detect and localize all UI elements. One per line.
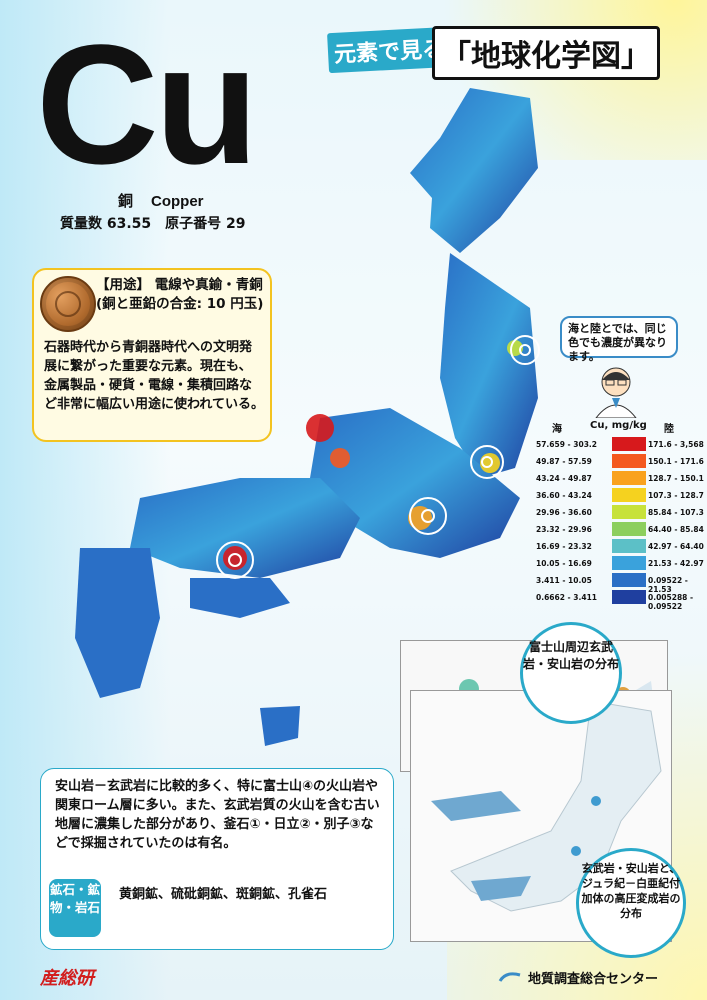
concentration-legend: 海 Cu, mg/kg 陸 57.659 - 303.2 171.6 - 3,56…: [536, 420, 704, 611]
legend-row: 36.60 - 43.24 107.3 - 128.7: [536, 487, 704, 504]
legend-swatch: [612, 505, 646, 519]
legend-swatch: [612, 437, 646, 451]
legend-land-range: 150.1 - 171.6: [648, 457, 704, 466]
map-tohoku: [440, 253, 538, 478]
legend-swatch: [612, 471, 646, 485]
ore-tag: 鉱石・鉱物・岩石: [49, 879, 101, 937]
map-hotspot: [306, 414, 334, 442]
legend-swatch: [612, 488, 646, 502]
map-hokkaido: [410, 88, 538, 253]
legend-sea-range: 3.411 - 10.05: [536, 576, 592, 585]
geology-note-panel: 安山岩－玄武岩に比較的多く、特に富士山④の火山岩や関東ローム層に多い。また、玄武…: [40, 768, 394, 950]
element-name: 銅 Copper: [118, 190, 204, 211]
legend-swatch: [612, 573, 646, 587]
legend-land-range: 64.40 - 85.84: [648, 525, 704, 534]
legend-land-range: 0.09522 - 21.53: [648, 576, 688, 594]
gsj-logo: 地質調査総合センター: [498, 968, 658, 987]
legend-swatch: [612, 454, 646, 468]
legend-land-range: 85.84 - 107.3: [648, 508, 704, 517]
legend-row: 29.96 - 36.60 85.84 - 107.3: [536, 504, 704, 521]
mass-number: 質量数 63.55: [60, 216, 152, 232]
map-chubu: [310, 408, 520, 558]
target-marker: [409, 497, 447, 535]
legend-row: 49.87 - 57.59 150.1 - 171.6: [536, 453, 704, 470]
legend-row: 16.69 - 23.32 42.97 - 64.40: [536, 538, 704, 555]
legend-land-range: 42.97 - 64.40: [648, 542, 704, 551]
map-west: [130, 478, 360, 578]
map-kyushu: [75, 548, 160, 698]
legend-sea-range: 16.69 - 23.32: [536, 542, 592, 551]
map-hotspot: [223, 546, 247, 570]
legend-unit-label: Cu, mg/kg: [590, 420, 647, 431]
legend-land-range: 21.53 - 42.97: [648, 559, 704, 568]
legend-row: 0.6662 - 3.411 0.005288 - 0.09522: [536, 589, 693, 611]
basalt-callout: 玄武岩・安山岩と、ジュラ紀－白亜紀付加体の高圧変成岩の分布: [576, 848, 686, 958]
map-hotspot: [408, 506, 432, 530]
geology-note-text: 安山岩－玄武岩に比較的多く、特に富士山④の火山岩や関東ローム層に多い。また、玄武…: [55, 779, 380, 851]
target-marker: [470, 445, 504, 479]
target-marker: [216, 541, 254, 579]
speech-bubble: 海と陸とでは、同じ色でも濃度が異なります。: [560, 316, 678, 363]
legend-swatch: [612, 539, 646, 553]
element-name-en: Copper: [151, 193, 204, 210]
legend-sea-range: 10.05 - 16.69: [536, 559, 592, 568]
legend-sea-range: 49.87 - 57.59: [536, 457, 592, 466]
legend-sea-label: 海: [552, 424, 562, 435]
aist-logo: 産総研: [40, 968, 94, 989]
legend-land-range: 0.005288 - 0.09522: [648, 593, 694, 611]
legend-sea-range: 36.60 - 43.24: [536, 491, 592, 500]
usage-body: 石器時代から青銅器時代への文明発展に繋がった重要な元素。現在も、金属製品・硬貨・…: [44, 340, 264, 412]
legend-header: 海 Cu, mg/kg 陸: [536, 420, 686, 436]
legend-row: 43.24 - 49.87 128.7 - 150.1: [536, 470, 704, 487]
element-meta: 質量数 63.55 原子番号 29: [60, 213, 260, 233]
title-main: 「地球化学図」: [432, 26, 660, 80]
poster-title: 元素で見る 「地球化学図」: [327, 22, 674, 80]
target-marker: [510, 335, 540, 365]
legend-row: 3.411 - 10.05 0.09522 - 21.53: [536, 572, 688, 594]
legend-swatch: [612, 556, 646, 570]
legend-row: 23.32 - 29.96 64.40 - 85.84: [536, 521, 704, 538]
legend-sea-range: 43.24 - 49.87: [536, 474, 592, 483]
map-islands: [260, 706, 300, 746]
scientist-avatar-icon: [595, 367, 637, 418]
atomic-number: 原子番号 29: [165, 216, 246, 232]
legend-swatch: [612, 590, 646, 604]
legend-land-range: 171.6 - 3,568: [648, 440, 704, 449]
map-shikoku: [190, 578, 290, 618]
ore-list: 黄銅鉱、硫砒銅鉱、斑銅鉱、孔雀石: [119, 887, 328, 902]
legend-sea-range: 0.6662 - 3.411: [536, 593, 597, 602]
legend-row: 10.05 - 16.69 21.53 - 42.97: [536, 555, 704, 572]
gsj-icon: [498, 972, 521, 982]
fuji-callout: 富士山周辺玄武岩・安山岩の分布: [520, 622, 622, 724]
map-hotspot: [330, 448, 350, 468]
coin-icon: [40, 276, 96, 332]
usage-panel: 【用途】 電線や真鍮・青銅 (銅と亜鉛の合金: 10 円玉) 石器時代から青銅器…: [32, 268, 272, 442]
legend-swatch: [612, 522, 646, 536]
usage-title: 【用途】 電線や真鍮・青銅 (銅と亜鉛の合金: 10 円玉): [96, 277, 264, 312]
legend-row: 57.659 - 303.2 171.6 - 3,568: [536, 436, 704, 453]
legend-sea-range: 29.96 - 36.60: [536, 508, 592, 517]
legend-land-range: 107.3 - 128.7: [648, 491, 704, 500]
gsj-name: 地質調査総合センター: [528, 972, 659, 987]
element-symbol: Cu: [36, 10, 259, 200]
legend-rows: 57.659 - 303.2 171.6 - 3,568 49.87 - 57.59…: [536, 436, 704, 611]
japan-copper-map: [75, 88, 540, 746]
legend-land-range: 128.7 - 150.1: [648, 474, 704, 483]
element-name-jp: 銅: [118, 192, 134, 210]
legend-sea-range: 23.32 - 29.96: [536, 525, 592, 534]
legend-sea-range: 57.659 - 303.2: [536, 440, 597, 449]
japan-rock-inset-map: [410, 690, 672, 942]
legend-land-label: 陸: [664, 424, 674, 435]
